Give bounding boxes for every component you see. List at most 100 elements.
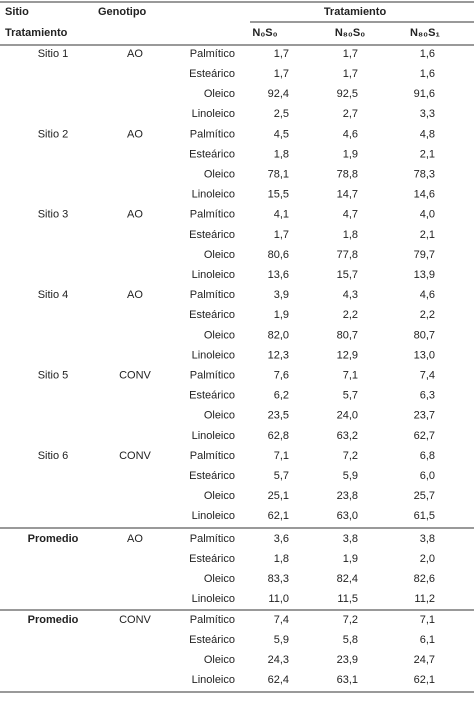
cell-value: 4,5 (274, 128, 289, 140)
sitio: Sitio 4 (38, 289, 69, 301)
cell-value: 63,0 (337, 510, 358, 522)
cell-value: 6,1 (420, 634, 435, 646)
genotipo: AO (127, 48, 143, 60)
sitio: Promedio (28, 614, 79, 626)
cell-value: 11,0 (268, 593, 289, 605)
cell-value: 62,1 (268, 510, 289, 522)
cell-value: 24,3 (268, 654, 289, 666)
acid: Palmítico (190, 450, 235, 462)
cell-value: 14,6 (414, 189, 435, 201)
header-tratamiento: Tratamiento (324, 6, 387, 18)
cell-value: 7,1 (420, 614, 435, 626)
cell-value: 11,5 (337, 593, 358, 605)
cell-value: 61,5 (414, 510, 435, 522)
acid: Oleico (204, 654, 235, 666)
acid: Linoleico (192, 674, 235, 686)
cell-value: 7,1 (343, 370, 358, 382)
acid: Esteárico (189, 390, 235, 402)
cell-value: 1,7 (274, 229, 289, 241)
sitio: Sitio 6 (38, 450, 69, 462)
cell-value: 15,5 (268, 189, 289, 201)
cell-value: 25,1 (268, 490, 289, 502)
cell-value: 3,8 (343, 533, 358, 545)
cell-value: 1,7 (274, 48, 289, 60)
cell-value: 7,4 (420, 370, 435, 382)
cell-value: 24,0 (337, 410, 358, 422)
acid: Oleico (204, 249, 235, 261)
cell-value: 7,4 (274, 614, 289, 626)
cell-value: 7,1 (274, 450, 289, 462)
acid: Palmítico (190, 370, 235, 382)
acid: Esteárico (189, 309, 235, 321)
header-sitio: Sitio (5, 6, 29, 18)
cell-value: 23,8 (337, 490, 358, 502)
cell-value: 92,4 (268, 88, 289, 100)
cell-value: 2,1 (420, 148, 435, 160)
acid: Palmítico (190, 614, 235, 626)
acid: Oleico (204, 490, 235, 502)
acid: Linoleico (192, 593, 235, 605)
cell-value: 63,2 (337, 430, 358, 442)
cell-value: 3,9 (274, 289, 289, 301)
cell-value: 79,7 (414, 249, 435, 261)
cell-value: 62,1 (414, 674, 435, 686)
cell-value: 5,7 (343, 390, 358, 402)
acid: Esteárico (189, 68, 235, 80)
cell-value: 80,6 (268, 249, 289, 261)
cell-value: 23,9 (337, 654, 358, 666)
cell-value: 2,2 (420, 309, 435, 321)
cell-value: 5,9 (343, 470, 358, 482)
cell-value: 12,9 (337, 349, 358, 361)
header-column: N₀S₀ (252, 27, 277, 39)
cell-value: 5,7 (274, 470, 289, 482)
sitio: Sitio 2 (38, 128, 69, 140)
genotipo: CONV (119, 450, 151, 462)
acid: Oleico (204, 169, 235, 181)
cell-value: 3,6 (274, 533, 289, 545)
genotipo: AO (127, 209, 143, 221)
cell-value: 7,2 (343, 450, 358, 462)
cell-value: 4,0 (420, 209, 435, 221)
cell-value: 6,3 (420, 390, 435, 402)
cell-value: 83,3 (268, 573, 289, 585)
cell-value: 92,5 (337, 88, 358, 100)
cell-value: 4,6 (420, 289, 435, 301)
cell-value: 6,2 (274, 390, 289, 402)
cell-value: 23,5 (268, 410, 289, 422)
cell-value: 4,8 (420, 128, 435, 140)
acid: Palmítico (190, 209, 235, 221)
acid: Esteárico (189, 148, 235, 160)
cell-value: 14,7 (337, 189, 358, 201)
cell-value: 13,0 (414, 349, 435, 361)
cell-value: 62,8 (268, 430, 289, 442)
cell-value: 1,6 (420, 68, 435, 80)
cell-value: 62,7 (414, 430, 435, 442)
acid: Linoleico (192, 430, 235, 442)
sitio: Sitio 3 (38, 209, 69, 221)
cell-value: 4,6 (343, 128, 358, 140)
acid: Esteárico (189, 470, 235, 482)
genotipo: AO (127, 289, 143, 301)
cell-value: 80,7 (337, 329, 358, 341)
acid: Palmítico (190, 128, 235, 140)
cell-value: 3,3 (420, 108, 435, 120)
cell-value: 1,9 (343, 148, 358, 160)
cell-value: 1,9 (274, 309, 289, 321)
cell-value: 1,8 (274, 553, 289, 565)
cell-value: 2,0 (420, 553, 435, 565)
cell-value: 78,1 (268, 169, 289, 181)
cell-value: 82,6 (414, 573, 435, 585)
sitio: Sitio 5 (38, 370, 69, 382)
acid: Oleico (204, 329, 235, 341)
cell-value: 25,7 (414, 490, 435, 502)
cell-value: 63,1 (337, 674, 358, 686)
cell-value: 7,2 (343, 614, 358, 626)
cell-value: 1,7 (343, 48, 358, 60)
cell-value: 5,8 (343, 634, 358, 646)
cell-value: 1,8 (343, 229, 358, 241)
acid: Linoleico (192, 269, 235, 281)
cell-value: 1,9 (343, 553, 358, 565)
cell-value: 6,0 (420, 470, 435, 482)
acid: Palmítico (190, 289, 235, 301)
header-column: N₈₀S₀ (335, 27, 365, 39)
